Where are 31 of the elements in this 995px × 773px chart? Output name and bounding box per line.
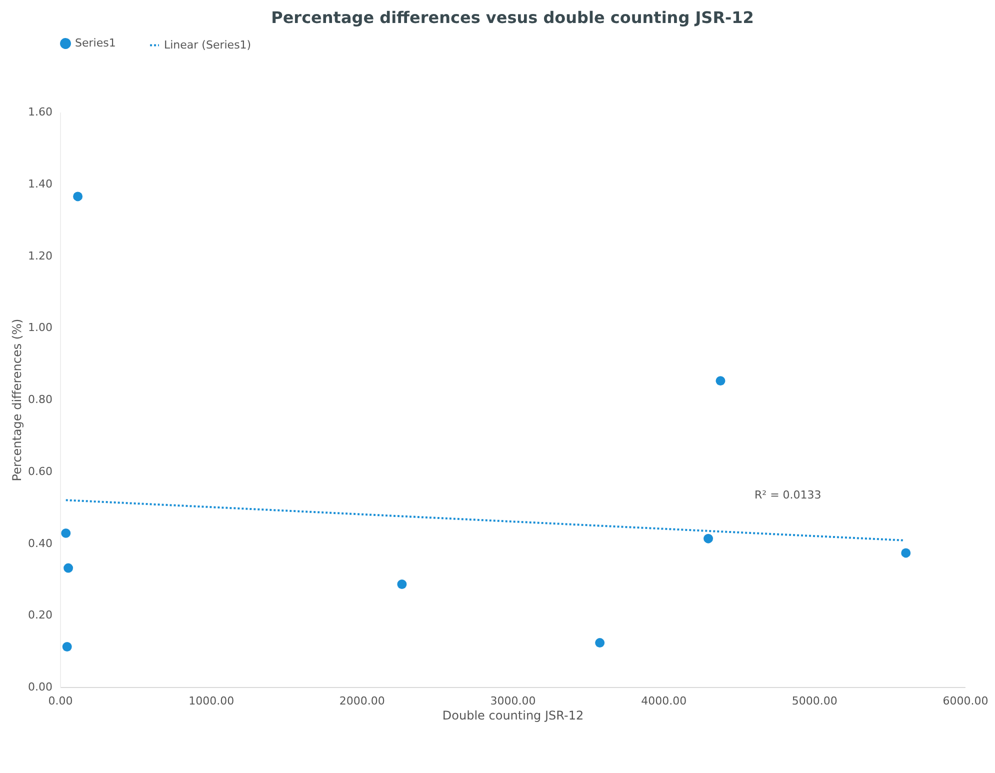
point [716,376,726,386]
y-tick-label: 1.20 [28,249,52,262]
legend-label: Series1 [75,36,116,50]
y-tick-label: 0.60 [28,464,52,478]
x-tick-label: 4000.00 [641,694,687,708]
point [595,638,605,648]
legend-label: Linear (Series1) [164,38,252,52]
point [704,534,714,544]
x-axis-title: Double counting JSR-12 [442,708,584,722]
x-tick-label: 6000.00 [942,694,988,708]
point [901,548,911,558]
x-tick-label: 2000.00 [339,694,385,708]
y-tick-label: 0.20 [28,608,52,622]
y-tick-label: 0.80 [28,393,52,406]
annotation: R² = 0.0133 [754,488,822,502]
x-tick-label: 0.00 [48,694,73,708]
x-tick-label: 5000.00 [792,694,838,708]
point [397,579,407,589]
y-tick-label: 0.40 [28,536,52,550]
y-axis-title: Percentage differences (%) [10,318,24,482]
y-tick-label: 1.00 [28,321,52,334]
y-tick-label: 1.40 [28,177,52,190]
x-tick-label: 1000.00 [188,694,234,708]
x-tick-label: 3000.00 [490,694,536,708]
y-tick-label: 1.60 [28,106,52,118]
point [61,528,71,538]
point [73,192,83,202]
y-tick-label: 0.00 [28,680,52,694]
point [64,563,74,573]
chart-title: Percentage differences vesus double counting JSR-12 [271,8,754,27]
point [62,642,72,652]
